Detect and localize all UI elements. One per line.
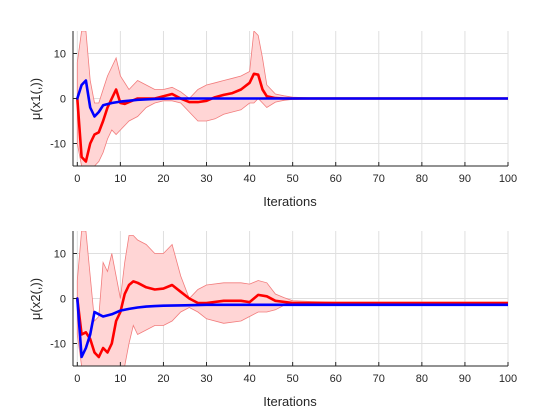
x-tick-label: 0 [74,373,80,385]
y-axis-label: μ(x2(,)) [28,278,43,320]
x-tick-label: 60 [330,373,342,385]
x-tick-label: 40 [243,373,255,385]
x-tick-label: 80 [416,373,428,385]
axes [72,31,509,167]
x-tick-label: 80 [416,173,428,185]
y-tick-label: 10 [54,49,66,61]
series-line-blue [76,79,508,118]
x-tick-label: 70 [373,373,385,385]
y-tick-label: 10 [54,249,66,261]
x-tick-label: 70 [373,173,385,185]
x-tick-label: 10 [114,373,126,385]
x-tick-label: 30 [200,173,212,185]
x-axis-label: Iterations [263,194,317,209]
x-tick-label: 0 [74,173,80,185]
x-tick-label: 30 [200,373,212,385]
series-line-blue [76,297,508,359]
series-line-red [76,280,508,359]
axes [72,231,509,367]
y-axis-label: μ(x1(,)) [28,78,43,120]
series-layer [76,72,508,163]
x-tick-label: 90 [459,173,471,185]
y-tick-label: -10 [50,139,66,151]
x-axis-label: Iterations [263,394,317,409]
y-tick-label: 0 [60,94,66,106]
x-tick-label: 90 [459,373,471,385]
x-tick-label: 40 [243,173,255,185]
confidence-band [76,231,508,366]
x-tick-label: 100 [499,373,517,385]
x-tick-label: 50 [287,173,299,185]
x-tick-label: 20 [157,173,169,185]
series-layer [76,280,508,359]
x-tick-label: 100 [499,173,517,185]
confidence-band-layer [76,231,508,366]
y-tick-label: -10 [50,339,66,351]
y-tick-label: 0 [60,294,66,306]
x-tick-label: 50 [287,373,299,385]
x-tick-label: 60 [330,173,342,185]
x-tick-label: 20 [157,373,169,385]
x-tick-label: 10 [114,173,126,185]
